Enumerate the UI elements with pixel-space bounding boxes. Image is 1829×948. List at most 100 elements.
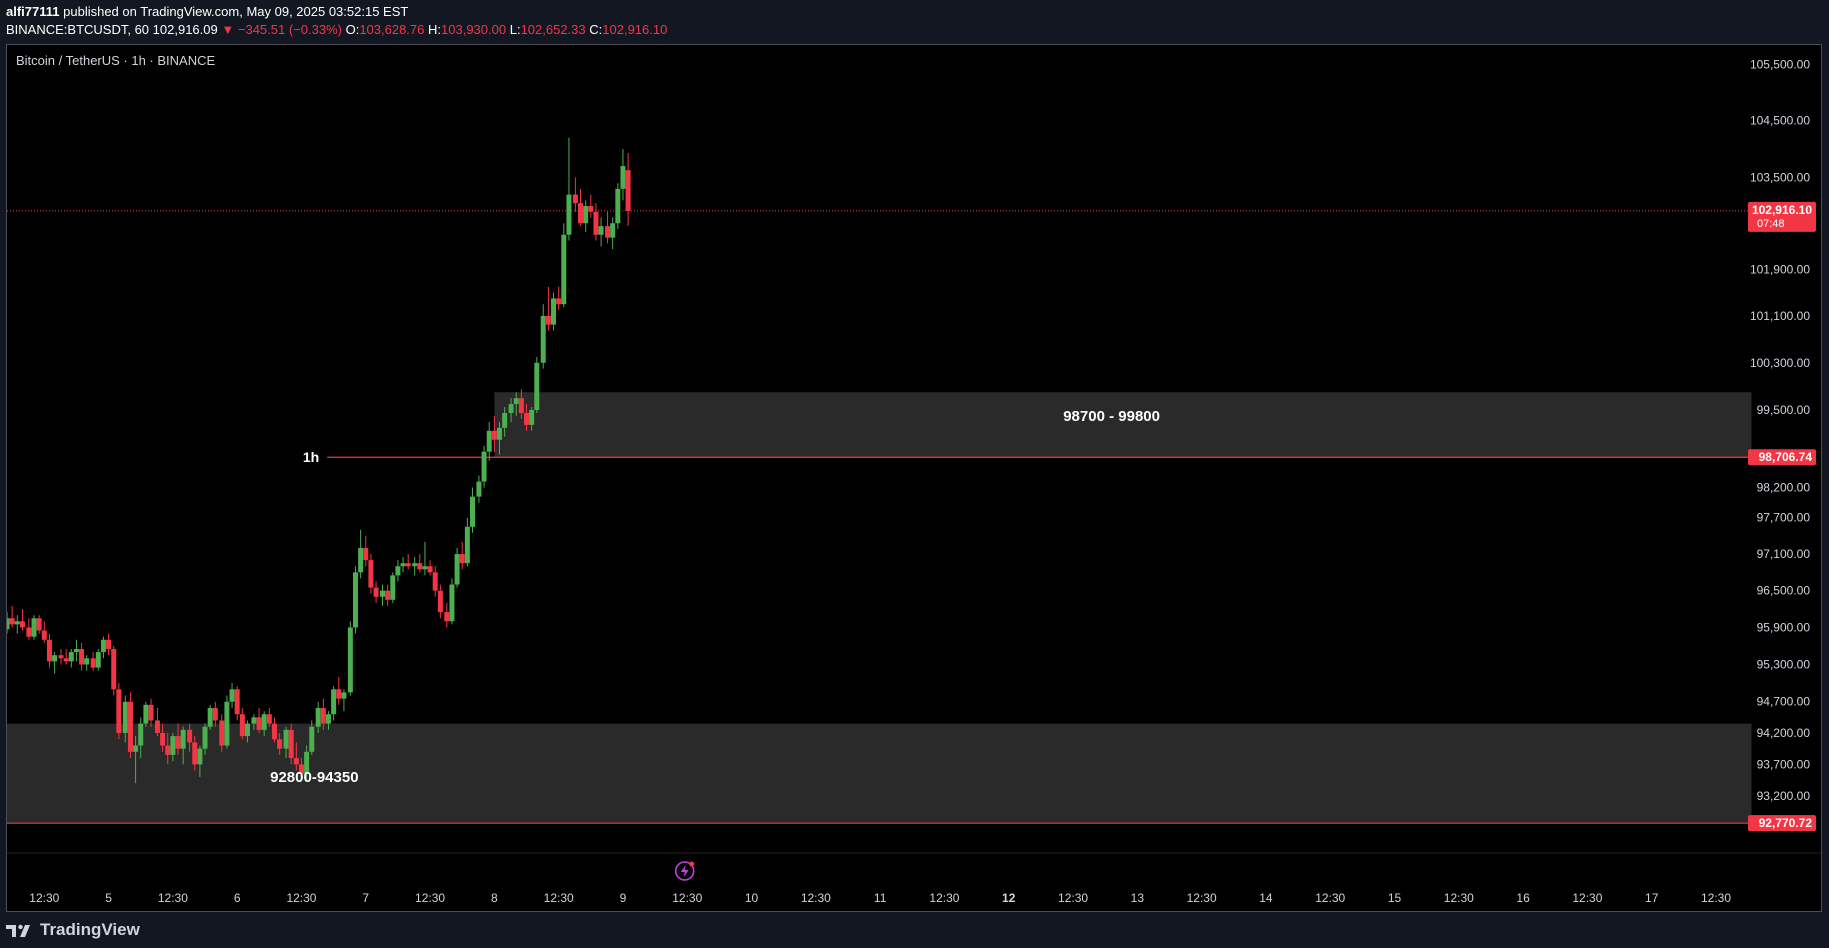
candle-body xyxy=(578,203,584,224)
candle-body xyxy=(352,572,358,628)
time-tick-label: 9 xyxy=(620,891,627,905)
candle-body xyxy=(605,226,611,238)
time-tick-label: 12:30 xyxy=(415,891,445,905)
candle-body xyxy=(202,726,208,749)
price-tick-label: 94,200.00 xyxy=(1757,726,1811,740)
candle-body xyxy=(9,618,15,625)
candle-body xyxy=(175,736,181,749)
candle-body xyxy=(358,548,364,573)
candle-body xyxy=(363,548,369,561)
time-tick-label: 8 xyxy=(491,891,498,905)
candle-body xyxy=(68,652,74,662)
time-tick-label: 7 xyxy=(362,891,369,905)
candle-body xyxy=(566,194,572,235)
price-tick-label: 95,300.00 xyxy=(1757,657,1811,671)
candle-body xyxy=(229,689,235,702)
candle-body xyxy=(207,707,213,727)
candle-body xyxy=(336,689,342,699)
candle-body xyxy=(615,188,621,224)
ohlc-legend: BINANCE:BTCUSDT, 60 102,916.09 ▼ −345.51… xyxy=(6,22,667,37)
time-tick-label: 11 xyxy=(874,891,887,905)
price-change: −345.51 (−0.33%) xyxy=(237,22,342,37)
candle-body xyxy=(486,430,492,452)
candle-body xyxy=(127,701,133,752)
candlestick-chart[interactable]: 1h 98700 - 99800 92800-94350 105,500.00 104,… xyxy=(7,45,1821,911)
candle-body xyxy=(405,563,411,567)
candle-body xyxy=(271,723,277,740)
candle-body xyxy=(224,701,230,746)
candle-body xyxy=(309,726,315,752)
candle-body xyxy=(73,649,79,653)
candle-body xyxy=(551,298,557,325)
time-tick-label: 12 xyxy=(1002,891,1016,905)
candle-body xyxy=(212,707,218,721)
symbol-label: BINANCE:BTCUSDT, 60 xyxy=(6,22,150,37)
tradingview-logo-icon[interactable] xyxy=(6,922,36,938)
candle-body xyxy=(561,234,567,305)
candle-body xyxy=(513,398,519,405)
price-tick-label: 93,700.00 xyxy=(1757,757,1811,771)
candle-body xyxy=(583,206,589,224)
candle-body xyxy=(347,627,353,693)
time-tick-label: 17 xyxy=(1645,891,1659,905)
candle-body xyxy=(454,554,460,585)
zone-label: 92800-94350 xyxy=(270,769,358,786)
candle-body xyxy=(491,430,497,440)
price-tick-label: 94,700.00 xyxy=(1757,695,1811,709)
chart-frame[interactable]: 1h 98700 - 99800 92800-94350 105,500.00 104,… xyxy=(6,44,1822,912)
price-badge xyxy=(1748,201,1816,232)
price-badge xyxy=(1748,449,1816,466)
candle-body xyxy=(497,427,503,440)
candle-body xyxy=(593,211,599,235)
candle-body xyxy=(481,451,487,482)
candle-body xyxy=(84,658,90,665)
price-tick-label: 100,300.00 xyxy=(1750,356,1810,370)
candle-body xyxy=(46,639,52,662)
time-tick-label: 12:30 xyxy=(929,891,959,905)
price-tick-label: 96,500.00 xyxy=(1757,584,1811,598)
price-tick-label: 99,500.00 xyxy=(1757,403,1811,417)
time-tick-label: 13 xyxy=(1131,891,1145,905)
candle-body xyxy=(476,481,482,497)
candle-body xyxy=(251,717,257,724)
price-tick-label: 103,500.00 xyxy=(1750,170,1810,184)
time-tick-label: 5 xyxy=(105,891,112,905)
publisher-name[interactable]: alfi77111 xyxy=(6,4,60,19)
close-label: C: xyxy=(589,22,603,37)
candle-body xyxy=(234,689,240,715)
time-tick-label: 12:30 xyxy=(544,891,574,905)
price-tick-label: 95,900.00 xyxy=(1757,620,1811,634)
candle-body xyxy=(133,745,139,752)
candle-body xyxy=(31,618,37,637)
open-label: O: xyxy=(345,22,360,37)
low-label: L: xyxy=(509,22,521,37)
price-tick-label: 97,700.00 xyxy=(1757,511,1811,525)
candle-body xyxy=(277,739,283,749)
candle-body xyxy=(52,655,58,662)
candle-body xyxy=(36,618,42,631)
candle-body xyxy=(304,751,310,774)
candle-body xyxy=(239,714,245,737)
time-tick-label: 12:30 xyxy=(1187,891,1217,905)
price-tick-label: 105,500.00 xyxy=(1750,58,1810,72)
candle-body xyxy=(261,714,267,730)
footer: TradingView xyxy=(6,918,140,942)
candle-body xyxy=(154,720,160,733)
time-tick-label: 12:30 xyxy=(1701,891,1731,905)
price-tick-label: 98,200.00 xyxy=(1757,481,1811,495)
candle-body xyxy=(588,206,594,212)
price-tick-label: 93,200.00 xyxy=(1757,789,1811,803)
candle-body xyxy=(368,560,374,588)
candle-body xyxy=(256,717,262,730)
level-name-1: 1h xyxy=(303,449,319,465)
candle-body xyxy=(556,298,562,305)
time-tick-label: 12:30 xyxy=(801,891,831,905)
candle-body xyxy=(283,729,289,749)
candle-body xyxy=(111,649,117,690)
time-tick-label: 12:30 xyxy=(158,891,188,905)
candle-body xyxy=(266,714,272,724)
time-tick-label: 12:30 xyxy=(1058,891,1088,905)
lightning-bolt-icon xyxy=(680,865,689,877)
tradingview-brand[interactable]: TradingView xyxy=(40,920,140,939)
candle-body xyxy=(165,745,171,755)
